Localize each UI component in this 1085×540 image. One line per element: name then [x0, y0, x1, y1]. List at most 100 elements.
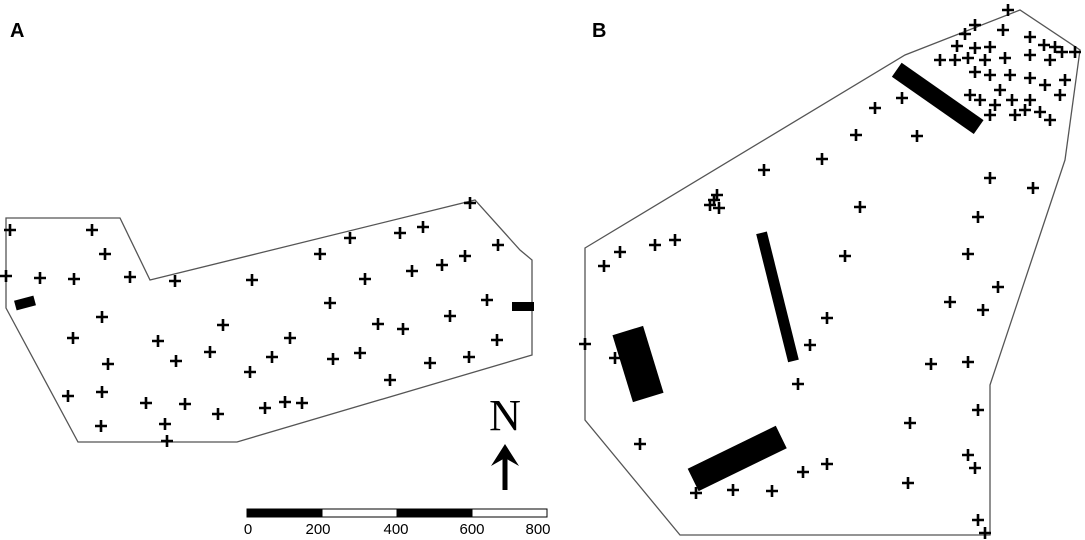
site-a-sample-point: [324, 297, 336, 309]
site-b-sample-point: [944, 296, 956, 308]
site-b-building-south: [687, 425, 787, 492]
site-a-buildings: [14, 295, 534, 311]
site-a-sample-point: [86, 224, 98, 236]
site-b-sample-point: [1034, 106, 1046, 118]
site-a-sample-point: [68, 273, 80, 285]
site-a-sample-point: [96, 311, 108, 323]
site-a-sample-point: [0, 270, 12, 282]
site-b-boundary: [584, 9, 1081, 536]
site-a-sample-point: [4, 224, 16, 236]
site-a-sample-point: [492, 239, 504, 251]
site-a-sample-point: [34, 272, 46, 284]
site-b-markers: [579, 4, 1081, 539]
site-b-sample-point: [1059, 74, 1071, 86]
site-b-sample-point: [1056, 46, 1068, 58]
scale-segment-1: [246, 508, 323, 518]
site-b-sample-point: [962, 248, 974, 260]
north-arrow-letter: N: [489, 391, 521, 440]
site-a-sample-point: [296, 397, 308, 409]
site-a-sample-point: [344, 232, 356, 244]
site-b-sample-point: [766, 485, 778, 497]
site-b-sample-point: [969, 66, 981, 78]
panel-b: B: [579, 4, 1081, 539]
site-a-sample-point: [491, 334, 503, 346]
site-b-sample-point: [1027, 182, 1039, 194]
site-a-sample-point: [217, 319, 229, 331]
site-b-sample-point: [962, 52, 974, 64]
site-a-sample-point: [140, 397, 152, 409]
site-b-buildings: [612, 62, 984, 492]
site-a-sample-point: [161, 435, 173, 447]
site-a-sample-point: [284, 332, 296, 344]
site-b-sample-point: [1019, 104, 1031, 116]
site-b-sample-point: [1024, 49, 1036, 61]
site-b-sample-point: [708, 194, 720, 206]
site-b-sample-point: [984, 109, 996, 121]
scale-tick-600: 600: [459, 521, 484, 538]
site-b-sample-point: [634, 438, 646, 450]
scale-tick-0: 0: [244, 521, 252, 538]
site-a-sample-point: [417, 221, 429, 233]
site-b-sample-point: [911, 130, 923, 142]
site-a-sample-point: [62, 390, 74, 402]
site-a-sample-point: [397, 323, 409, 335]
site-b-sample-point: [997, 24, 1009, 36]
site-b-sample-point: [839, 250, 851, 262]
site-b-sample-point: [713, 202, 725, 214]
site-b-sample-point: [821, 458, 833, 470]
site-a-sample-point: [372, 318, 384, 330]
site-b-sample-point: [1009, 109, 1021, 121]
site-a-building-east: [512, 302, 534, 311]
site-a-sample-point: [459, 250, 471, 262]
site-b-sample-point: [902, 477, 914, 489]
site-b-building-northeast: [891, 62, 984, 135]
site-b-sample-point: [972, 404, 984, 416]
site-b-sample-point: [984, 69, 996, 81]
scale-tick-800: 800: [525, 521, 550, 538]
site-a-sample-point: [244, 366, 256, 378]
north-arrowhead-icon: [491, 444, 519, 466]
site-a-sample-point: [327, 353, 339, 365]
site-a-sample-point: [95, 420, 107, 432]
site-b-sample-point: [999, 52, 1011, 64]
site-b-sample-point: [969, 462, 981, 474]
scale-bar: 0 200 400 600 800: [244, 508, 551, 538]
site-a-sample-point: [179, 398, 191, 410]
scale-segment-2: [321, 508, 398, 518]
site-b-sample-point: [854, 201, 866, 213]
site-a-boundary: [5, 199, 533, 443]
site-b-sample-point: [992, 281, 1004, 293]
site-a-sample-point: [384, 374, 396, 386]
scale-tick-200: 200: [305, 521, 330, 538]
site-a-sample-point: [463, 351, 475, 363]
site-b-sample-point: [962, 449, 974, 461]
site-a-sample-point: [102, 358, 114, 370]
site-a-sample-point: [124, 271, 136, 283]
site-b-sample-point: [797, 466, 809, 478]
site-a-sample-point: [359, 273, 371, 285]
site-a-sample-point: [246, 274, 258, 286]
site-b-sample-point: [984, 172, 996, 184]
site-b-sample-point: [1002, 4, 1014, 16]
site-b-sample-point: [951, 40, 963, 52]
site-b-sample-point: [758, 164, 770, 176]
site-b-sample-point: [1054, 89, 1066, 101]
site-a-sample-point: [436, 259, 448, 271]
site-a-sample-point: [406, 265, 418, 277]
site-a-sample-point: [424, 357, 436, 369]
site-a-sample-point: [354, 347, 366, 359]
scale-tick-400: 400: [383, 521, 408, 538]
site-b-sample-point: [959, 28, 971, 40]
site-b-sample-point: [1044, 54, 1056, 66]
site-b-sample-point: [974, 94, 986, 106]
site-b-sample-point: [614, 246, 626, 258]
site-b-sample-point: [896, 92, 908, 104]
site-b-sample-point: [969, 19, 981, 31]
site-b-sample-point: [609, 352, 621, 364]
site-b-sample-point: [1044, 114, 1056, 126]
site-b-sample-point: [669, 234, 681, 246]
site-b-sample-point: [949, 54, 961, 66]
site-b-sample-point: [979, 527, 991, 539]
site-a-sample-point: [444, 310, 456, 322]
panel-a: A: [0, 20, 534, 447]
